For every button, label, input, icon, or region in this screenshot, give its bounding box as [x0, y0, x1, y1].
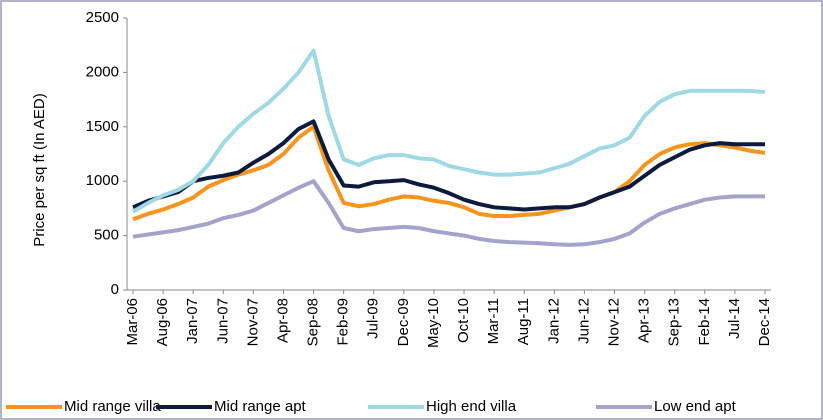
x-tick-label: Oct-10 [455, 298, 472, 343]
series-line [131, 48, 766, 214]
x-tick-label: Sep-08 [305, 298, 322, 346]
y-tick-label: 1500 [86, 118, 119, 135]
legend-label: Low end apt [654, 398, 737, 415]
x-tick-label: Mar-06 [124, 298, 141, 346]
x-tick-label: Apr-08 [274, 298, 291, 343]
x-tick-label: Apr-13 [636, 298, 653, 343]
x-tick-label: Feb-14 [696, 298, 713, 346]
x-tick-label: Aug-11 [515, 298, 532, 345]
x-tick-label: Jan-12 [545, 298, 562, 344]
series-line [132, 124, 766, 222]
x-tick-label: Feb-09 [335, 298, 352, 346]
y-tick-label: 0 [111, 281, 119, 298]
x-tick-label: Nov-12 [605, 298, 622, 346]
legend-label: High end villa [426, 398, 517, 415]
x-tick-label: Jun-12 [575, 298, 592, 344]
x-tick-label: Nov-07 [244, 298, 261, 346]
y-tick-label: 2000 [86, 63, 119, 80]
x-tick-label: May-10 [425, 298, 442, 348]
x-tick-label: Jul-09 [365, 298, 382, 339]
x-tick-label: Dec-14 [756, 298, 773, 346]
legend-label: Mid range apt [214, 398, 307, 415]
y-tick-label: 2500 [86, 9, 119, 26]
x-tick-label: Dec-09 [395, 298, 412, 346]
x-tick-label: Sep-13 [666, 298, 683, 346]
series-line [132, 119, 765, 212]
legend-label: Mid range villa [64, 398, 161, 415]
x-tick-label: Aug-06 [154, 298, 171, 346]
series-line [132, 179, 765, 247]
x-tick-label: Jan-07 [184, 298, 201, 344]
y-tick-label: 500 [94, 227, 119, 244]
y-tick-label: 1000 [86, 172, 119, 189]
x-tick-label: Mar-11 [485, 298, 502, 344]
x-tick-label: Jun-07 [214, 298, 231, 344]
y-axis-label: Price per sq ft (In AED) [31, 93, 48, 246]
x-tick-label: Jul-14 [726, 298, 743, 339]
